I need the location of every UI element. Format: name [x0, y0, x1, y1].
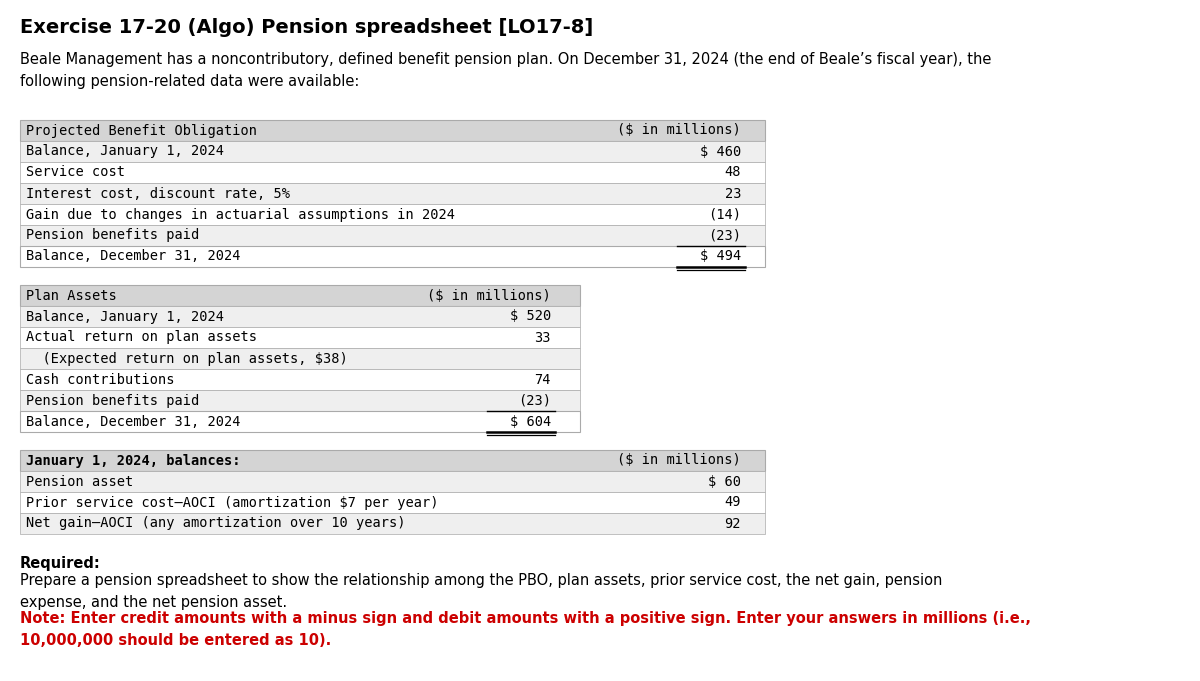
Bar: [20, 141, 766, 162]
Bar: [20, 225, 766, 246]
Bar: [20, 246, 766, 267]
Text: $ 604: $ 604: [510, 415, 551, 428]
Text: Beale Management has a noncontributory, defined benefit pension plan. On Decembe: Beale Management has a noncontributory, …: [20, 52, 991, 89]
Bar: [20, 327, 580, 348]
Bar: [20, 492, 766, 513]
Bar: [20, 204, 766, 225]
Text: Gain due to changes in actuarial assumptions in 2024: Gain due to changes in actuarial assumpt…: [26, 208, 455, 221]
Text: Pension benefits paid: Pension benefits paid: [26, 229, 199, 242]
Text: ($ in millions): ($ in millions): [617, 123, 742, 138]
Bar: [20, 513, 766, 534]
Text: Balance, December 31, 2024: Balance, December 31, 2024: [26, 249, 240, 264]
Bar: [20, 348, 580, 369]
Text: Net gain–AOCI (any amortization over 10 years): Net gain–AOCI (any amortization over 10 …: [26, 516, 406, 530]
Bar: [20, 369, 580, 390]
Text: ($ in millions): ($ in millions): [617, 454, 742, 467]
Text: Cash contributions: Cash contributions: [26, 373, 174, 387]
Text: (14): (14): [708, 208, 742, 221]
Text: Balance, January 1, 2024: Balance, January 1, 2024: [26, 144, 224, 159]
Bar: [20, 285, 580, 306]
Text: Pension benefits paid: Pension benefits paid: [26, 394, 199, 407]
Text: 48: 48: [725, 165, 742, 180]
Text: Prior service cost–AOCI (amortization $7 per year): Prior service cost–AOCI (amortization $7…: [26, 496, 438, 509]
Text: Balance, January 1, 2024: Balance, January 1, 2024: [26, 309, 224, 323]
Text: Exercise 17-20 (Algo) Pension spreadsheet [LO17-8]: Exercise 17-20 (Algo) Pension spreadshee…: [20, 18, 593, 37]
Bar: [20, 450, 766, 471]
Text: (23): (23): [518, 394, 551, 407]
Text: Required:: Required:: [20, 556, 101, 571]
Text: 74: 74: [534, 373, 551, 387]
Text: January 1, 2024, balances:: January 1, 2024, balances:: [26, 454, 240, 467]
Text: (23): (23): [708, 229, 742, 242]
Bar: [20, 471, 766, 492]
Text: Service cost: Service cost: [26, 165, 125, 180]
Text: Pension asset: Pension asset: [26, 475, 133, 488]
Bar: [20, 390, 580, 411]
Bar: [20, 120, 766, 141]
Text: ($ in millions): ($ in millions): [427, 289, 551, 302]
Bar: [20, 183, 766, 204]
Text: Actual return on plan assets: Actual return on plan assets: [26, 330, 257, 345]
Text: Balance, December 31, 2024: Balance, December 31, 2024: [26, 415, 240, 428]
Text: Projected Benefit Obligation: Projected Benefit Obligation: [26, 123, 257, 138]
Bar: [20, 162, 766, 183]
Text: 33: 33: [534, 330, 551, 345]
Text: Prepare a pension spreadsheet to show the relationship among the PBO, plan asset: Prepare a pension spreadsheet to show th…: [20, 573, 942, 610]
Bar: [20, 306, 580, 327]
Text: $ 460: $ 460: [700, 144, 742, 159]
Text: Plan Assets: Plan Assets: [26, 289, 116, 302]
Text: $ 494: $ 494: [700, 249, 742, 264]
Text: Interest cost, discount rate, 5%: Interest cost, discount rate, 5%: [26, 187, 290, 200]
Bar: [20, 411, 580, 432]
Text: (Expected return on plan assets, $38): (Expected return on plan assets, $38): [26, 351, 348, 366]
Text: $ 60: $ 60: [708, 475, 742, 488]
Text: Note: Enter credit amounts with a minus sign and debit amounts with a positive s: Note: Enter credit amounts with a minus …: [20, 611, 1031, 648]
Text: 23: 23: [725, 187, 742, 200]
Text: $ 520: $ 520: [510, 309, 551, 323]
Text: 92: 92: [725, 516, 742, 530]
Text: 49: 49: [725, 496, 742, 509]
